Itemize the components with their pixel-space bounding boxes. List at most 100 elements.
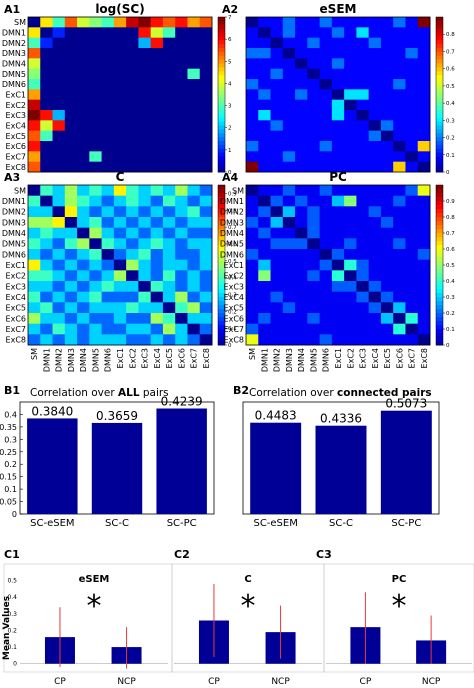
heatmap-cell <box>331 281 345 293</box>
heatmap-cell <box>52 27 66 39</box>
column-label: ExC8 <box>420 348 429 368</box>
heatmap-cell <box>258 291 271 303</box>
heatmap-cell <box>113 37 127 49</box>
heatmap-title: C <box>116 170 125 184</box>
heatmap-cell <box>126 68 139 80</box>
bar <box>250 422 302 514</box>
heatmap-cell <box>77 195 90 207</box>
row-label: DMN2 <box>2 39 26 48</box>
heatmap-cell <box>331 195 345 207</box>
heatmap-cell <box>380 249 394 261</box>
heatmap-cell <box>319 27 333 39</box>
heatmap-cell <box>246 291 259 303</box>
colorbar-tick-label: 0.3 <box>446 295 455 301</box>
x-tick-label: CP <box>54 677 66 687</box>
column-label: DMN1 <box>42 348 51 372</box>
heatmap-cell <box>162 281 176 293</box>
heatmap-cell <box>319 313 333 325</box>
heatmap-cell <box>368 110 382 121</box>
heatmap-cell <box>199 37 213 49</box>
heatmap-cell <box>89 270 102 282</box>
heatmap-cell <box>270 227 284 239</box>
colorbar-segment <box>218 59 225 64</box>
heatmap-cell <box>175 259 188 271</box>
heatmap-cell <box>282 281 296 293</box>
heatmap-cell <box>368 249 382 261</box>
heatmap-cell <box>113 141 127 152</box>
colorbar-segment <box>436 309 443 314</box>
heatmap-cell <box>64 291 78 303</box>
heatmap-cell <box>368 334 382 346</box>
heatmap-cell <box>295 17 308 28</box>
y-tick-label: 0.5 <box>7 578 17 585</box>
heatmap-cell <box>368 270 382 282</box>
heatmap-cell <box>368 238 382 250</box>
heatmap-cell <box>246 238 259 250</box>
colorbar-tick-label: 1 <box>228 148 232 154</box>
heatmap-cell <box>356 281 370 293</box>
heatmap-cell <box>89 238 102 250</box>
colorbar-tick-label: 0.7 <box>446 49 455 55</box>
heatmap-cell <box>356 58 370 70</box>
heatmap-cell <box>295 227 308 239</box>
heatmap-cell <box>40 37 53 49</box>
heatmap-cell <box>126 151 139 163</box>
heatmap-cell <box>150 291 164 303</box>
heatmap-cell <box>64 37 78 49</box>
heatmap-cell <box>126 48 139 59</box>
heatmap-cell <box>77 206 90 218</box>
heatmap-cell <box>77 227 90 239</box>
column-label: DMN6 <box>104 348 113 372</box>
heatmap-cell <box>405 89 419 101</box>
heatmap-cell <box>282 120 296 132</box>
heatmap-cell <box>307 302 320 314</box>
heatmap-cell <box>28 291 41 303</box>
colorbar-segment <box>436 237 443 242</box>
heatmap-cell <box>162 99 176 111</box>
heatmap-cell <box>187 27 201 39</box>
heatmap-cell <box>150 249 164 261</box>
heatmap-cell <box>150 185 164 197</box>
column-label: DMN5 <box>309 348 318 372</box>
heatmap-cell <box>175 27 188 39</box>
heatmap-cell <box>77 302 90 314</box>
heatmap-cell <box>101 206 115 218</box>
row-label: DMN3 <box>220 218 244 227</box>
row-label: ExC4 <box>6 293 26 302</box>
row-label: DMN1 <box>2 29 26 38</box>
row-label: ExC8 <box>6 336 26 345</box>
heatmap-cell <box>319 130 333 142</box>
heatmap-cell <box>417 238 431 250</box>
heatmap-cell <box>40 291 53 303</box>
heatmap-cell <box>258 302 271 314</box>
row-label: DMN2 <box>2 208 26 217</box>
heatmap-cell <box>89 141 102 152</box>
heatmap-cell <box>319 281 333 293</box>
heatmap-cell <box>270 185 284 197</box>
colorbar-tick-label: 5 <box>228 59 232 65</box>
row-label: DMN1 <box>220 197 244 206</box>
heatmap-cell <box>113 259 127 271</box>
colorbar-segment <box>218 48 225 53</box>
heatmap-cell <box>28 17 41 28</box>
heatmap-cell <box>319 238 333 250</box>
heatmap-cell <box>138 151 152 163</box>
heatmap-cell <box>393 259 406 271</box>
heatmap-cell <box>101 130 115 142</box>
colorbar-tick-label: 0.8 <box>446 215 455 221</box>
heatmap-cell <box>282 206 296 218</box>
heatmap-cell <box>175 48 188 59</box>
errorbar-chart-c1: C1 eSEM 0 0.1 0.2 0.3 0.4 0.5 Mean Values CP NCP * <box>2 548 173 687</box>
heatmap-cell <box>380 291 394 303</box>
heatmap-cell <box>150 313 164 325</box>
heatmap-cell <box>417 48 431 59</box>
heatmap-cell <box>28 120 41 132</box>
heatmap-cell <box>344 217 357 229</box>
heatmap-cell <box>258 120 271 132</box>
heatmap-cell <box>52 89 66 101</box>
heatmap-cell <box>138 238 152 250</box>
heatmap-cell <box>270 27 284 39</box>
heatmap-cell <box>319 270 333 282</box>
colorbar-segment <box>436 261 443 266</box>
heatmap-cell <box>187 259 201 271</box>
